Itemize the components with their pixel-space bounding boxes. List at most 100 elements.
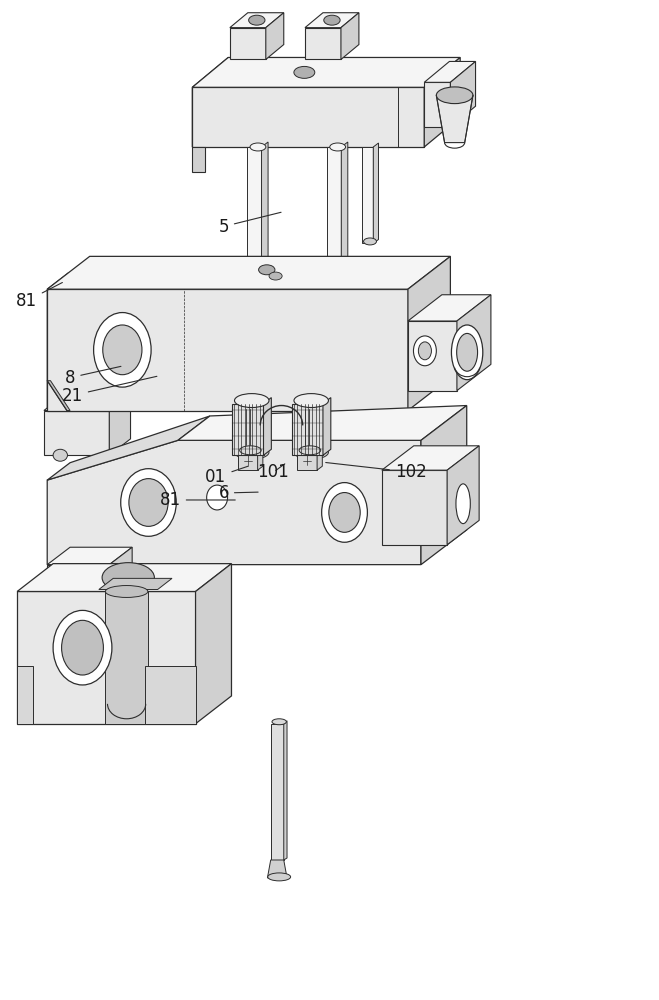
Polygon shape <box>271 724 284 860</box>
Ellipse shape <box>418 342 432 360</box>
Polygon shape <box>408 295 491 321</box>
Ellipse shape <box>457 333 478 371</box>
Ellipse shape <box>53 449 67 461</box>
Polygon shape <box>44 394 130 410</box>
Polygon shape <box>47 416 210 480</box>
Ellipse shape <box>272 719 287 725</box>
Polygon shape <box>408 321 457 391</box>
Polygon shape <box>266 13 284 59</box>
Polygon shape <box>17 591 196 724</box>
Ellipse shape <box>53 610 112 685</box>
Polygon shape <box>109 394 130 455</box>
Polygon shape <box>362 147 373 243</box>
Polygon shape <box>408 256 450 410</box>
Polygon shape <box>382 470 447 545</box>
Polygon shape <box>436 95 473 143</box>
Ellipse shape <box>436 87 473 104</box>
Ellipse shape <box>324 15 340 25</box>
Polygon shape <box>447 446 479 545</box>
Text: 21: 21 <box>61 376 157 405</box>
Polygon shape <box>327 147 341 289</box>
Polygon shape <box>341 13 359 59</box>
Ellipse shape <box>269 272 282 280</box>
Polygon shape <box>47 256 450 289</box>
Text: 102: 102 <box>326 463 426 481</box>
Polygon shape <box>192 87 424 147</box>
Polygon shape <box>305 13 359 28</box>
Polygon shape <box>424 82 450 127</box>
Polygon shape <box>178 406 467 440</box>
Polygon shape <box>341 142 348 289</box>
Polygon shape <box>238 452 258 470</box>
Polygon shape <box>305 28 341 59</box>
Text: 101: 101 <box>258 463 289 481</box>
Text: 81: 81 <box>16 282 63 310</box>
Ellipse shape <box>129 479 168 526</box>
Ellipse shape <box>268 873 291 881</box>
Text: 8: 8 <box>65 366 121 387</box>
Polygon shape <box>424 57 460 147</box>
Polygon shape <box>457 295 491 391</box>
Ellipse shape <box>235 394 269 408</box>
Ellipse shape <box>451 325 483 380</box>
Ellipse shape <box>330 282 345 290</box>
Polygon shape <box>17 666 34 724</box>
Ellipse shape <box>102 563 154 592</box>
Polygon shape <box>99 578 172 589</box>
Polygon shape <box>450 61 476 127</box>
Ellipse shape <box>330 143 345 151</box>
Polygon shape <box>144 666 196 724</box>
Polygon shape <box>192 57 460 87</box>
Polygon shape <box>424 61 476 82</box>
Polygon shape <box>284 721 287 860</box>
Ellipse shape <box>329 493 360 532</box>
Ellipse shape <box>121 469 176 536</box>
Polygon shape <box>192 147 206 172</box>
Polygon shape <box>47 381 70 410</box>
Ellipse shape <box>240 446 261 455</box>
Polygon shape <box>258 448 263 470</box>
Text: 5: 5 <box>218 212 281 235</box>
Polygon shape <box>47 565 109 589</box>
Ellipse shape <box>294 394 328 408</box>
Ellipse shape <box>105 586 148 597</box>
Polygon shape <box>373 143 378 243</box>
Ellipse shape <box>250 282 266 290</box>
Ellipse shape <box>250 143 266 151</box>
Polygon shape <box>230 28 266 59</box>
Ellipse shape <box>456 484 471 524</box>
Polygon shape <box>317 448 322 470</box>
Polygon shape <box>47 289 408 410</box>
Polygon shape <box>291 404 323 455</box>
Ellipse shape <box>207 485 227 510</box>
Ellipse shape <box>364 238 376 245</box>
Ellipse shape <box>103 325 142 375</box>
Polygon shape <box>109 547 132 589</box>
Ellipse shape <box>294 66 315 78</box>
Polygon shape <box>17 564 231 591</box>
Polygon shape <box>105 591 148 724</box>
Polygon shape <box>47 273 69 410</box>
Ellipse shape <box>294 445 328 459</box>
Text: 6: 6 <box>218 484 258 502</box>
Ellipse shape <box>248 15 265 25</box>
Polygon shape <box>230 13 284 28</box>
Polygon shape <box>47 440 421 565</box>
Ellipse shape <box>299 446 321 455</box>
Polygon shape <box>192 57 228 147</box>
Text: 81: 81 <box>159 491 235 509</box>
Text: 01: 01 <box>206 466 248 486</box>
Ellipse shape <box>235 445 269 459</box>
Polygon shape <box>382 446 479 470</box>
Polygon shape <box>196 564 231 724</box>
Polygon shape <box>421 406 467 565</box>
Polygon shape <box>297 452 317 470</box>
Polygon shape <box>268 860 287 878</box>
Polygon shape <box>232 404 264 455</box>
Polygon shape <box>262 142 268 289</box>
Polygon shape <box>264 398 272 455</box>
Polygon shape <box>47 547 132 565</box>
Polygon shape <box>323 398 331 455</box>
Ellipse shape <box>258 265 275 275</box>
Ellipse shape <box>94 313 151 387</box>
